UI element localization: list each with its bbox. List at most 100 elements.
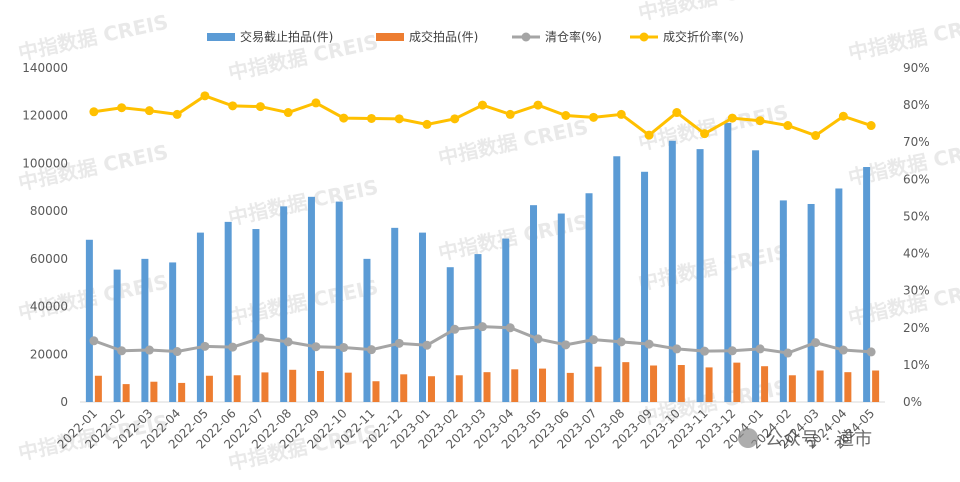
bar-auction-items — [502, 238, 510, 402]
bar-sold-items — [650, 365, 658, 402]
clearance-rate-point — [394, 338, 404, 348]
bar-sold-items — [816, 370, 824, 402]
clearance-rate-point — [255, 333, 265, 343]
bar-auction-items — [696, 149, 704, 402]
bar-auction-items — [418, 232, 426, 402]
discount-rate-point — [783, 121, 793, 131]
y-left-tick-label: 100000 — [22, 156, 68, 170]
bar-sold-items — [733, 362, 741, 402]
legend-marker — [521, 32, 531, 42]
watermark-text: 中指数据 CREIS — [436, 210, 590, 265]
legend-swatch — [207, 33, 235, 41]
bar-sold-items — [622, 362, 630, 402]
y-left-tick-label: 80000 — [30, 204, 68, 218]
clearance-rate-point — [311, 342, 321, 352]
bar-auction-items — [196, 232, 204, 402]
watermark-text: 中指数据 CREIS — [16, 10, 170, 65]
clearance-rate-point — [755, 344, 765, 354]
bar-sold-items — [566, 372, 574, 402]
discount-rate-point — [200, 91, 210, 101]
bar-auction-items — [779, 200, 787, 402]
y-right-tick-label: 60% — [903, 172, 930, 186]
bar-auction-items — [668, 140, 676, 402]
clearance-rate-point — [561, 340, 571, 350]
bar-sold-items — [844, 372, 852, 402]
watermark-text: 中指数据 CREIS — [436, 115, 590, 170]
bar-auction-items — [585, 193, 593, 402]
discount-rate-point — [478, 100, 487, 110]
discount-rate-point — [616, 109, 626, 119]
bar-sold-items — [761, 366, 769, 402]
clearance-rate-point — [283, 337, 293, 347]
discount-rate-point — [89, 107, 99, 117]
clearance-rate-point — [228, 342, 238, 352]
discount-rate-point — [228, 101, 238, 111]
bar-auction-items — [807, 203, 815, 402]
clearance-rate-point — [700, 346, 710, 356]
bar-sold-items — [289, 369, 297, 402]
clearance-rate-point — [866, 347, 876, 357]
watermark-text: 中指数据 CREIS — [846, 10, 960, 65]
bar-auction-items — [335, 201, 343, 402]
legend-label: 清仓率(%) — [545, 29, 602, 44]
bar-auction-items — [752, 150, 760, 402]
y-right-tick-label: 70% — [903, 135, 930, 149]
clearance-rate-point — [339, 342, 349, 352]
bar-auction-items — [446, 267, 454, 402]
bar-sold-items — [233, 375, 241, 402]
clearance-rate-point — [505, 323, 515, 333]
discount-rate-point — [755, 116, 765, 126]
discount-rate-point — [811, 131, 821, 141]
legend-swatch — [376, 33, 404, 41]
discount-rate-point — [533, 100, 543, 110]
bar-sold-items — [872, 370, 880, 402]
discount-rate-point — [144, 106, 154, 116]
discount-rate-point — [644, 130, 654, 140]
clearance-rate-point — [200, 341, 210, 351]
clearance-rate-point — [450, 324, 460, 334]
clearance-rate-point — [533, 334, 543, 344]
bar-sold-items — [511, 369, 519, 402]
discount-rate-point — [394, 114, 404, 124]
bar-auction-items — [557, 213, 565, 402]
y-right-tick-label: 90% — [903, 61, 930, 75]
bar-auction-items — [85, 239, 93, 402]
y-right-tick-label: 20% — [903, 321, 930, 335]
bar-auction-items — [835, 188, 843, 402]
lines-layer — [89, 91, 876, 358]
legend-label: 成交折价率(%) — [663, 29, 744, 44]
clearance-rate-point — [644, 339, 654, 349]
bar-sold-items — [427, 376, 435, 402]
bar-auction-items — [280, 206, 288, 402]
discount-rate-point — [838, 111, 848, 121]
bar-auction-items — [252, 229, 260, 402]
bar-sold-items — [261, 372, 269, 402]
discount-rate-point — [339, 113, 349, 123]
clearance-rate-point — [589, 335, 599, 345]
clearance-rate-point — [117, 346, 127, 356]
y-right-tick-label: 10% — [903, 358, 930, 372]
discount-rate-point — [117, 103, 127, 113]
bar-sold-items — [788, 375, 796, 402]
bar-auction-items — [307, 196, 315, 402]
discount-rate-point — [505, 109, 515, 119]
watermark-text: 中指数据 CREIS — [226, 175, 380, 230]
clearance-rate-point — [811, 338, 821, 348]
clearance-rate-point — [672, 344, 682, 354]
bar-auction-items — [169, 262, 177, 402]
y-left-tick-label: 60000 — [30, 252, 68, 266]
bar-auction-items — [224, 221, 232, 402]
clearance-rate-point — [422, 340, 432, 350]
clearance-rate-point — [838, 345, 848, 355]
clearance-rate-point — [616, 337, 626, 347]
bar-auction-items — [391, 227, 399, 402]
bar-sold-items — [483, 372, 491, 402]
bar-auction-items — [141, 258, 149, 402]
bar-sold-items — [316, 370, 324, 402]
clearance-rate-point — [366, 345, 376, 355]
bar-auction-items — [113, 269, 121, 402]
bar-sold-items — [150, 381, 158, 402]
bar-sold-items — [122, 384, 130, 402]
bar-auction-items — [530, 205, 538, 402]
clearance-rate-point — [783, 348, 793, 358]
